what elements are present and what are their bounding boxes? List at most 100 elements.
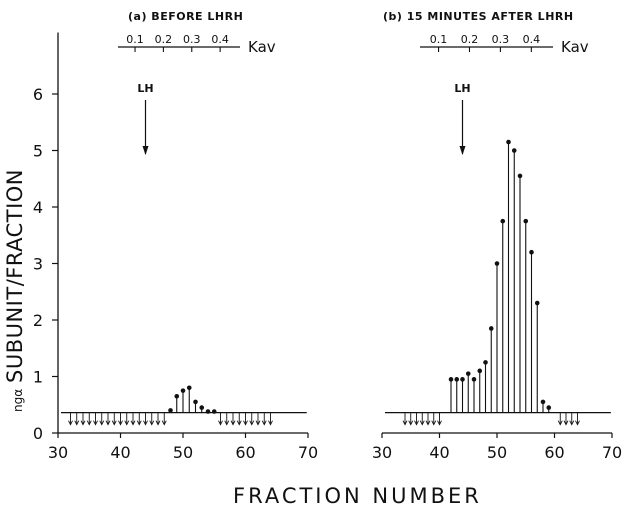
below-limit-arrowhead [86, 420, 92, 426]
data-point [494, 261, 500, 266]
kav-tick-label: 0.2 [155, 33, 173, 46]
lh-marker-arrowhead [142, 146, 149, 155]
data-point [540, 399, 546, 405]
below-limit-arrowhead [261, 420, 267, 426]
data-point [465, 371, 471, 376]
y-tick-label: 5 [33, 142, 43, 161]
below-limit-arrowhead [425, 420, 431, 426]
y-tick-label: 3 [33, 255, 43, 274]
kav-tick-label: 0.4 [211, 33, 229, 46]
y-axis-label: ngα SUBUNIT/FRACTION [3, 169, 27, 412]
below-limit-arrowhead [431, 420, 437, 426]
x-tick-label: 50 [173, 443, 193, 462]
below-limit-arrowhead [93, 420, 98, 426]
below-limit-arrowhead [419, 420, 425, 426]
below-limit-arrowhead [224, 420, 230, 426]
panel-before-lhrh: (a) BEFORE LHRH 30 40 50 60 70 LH 0.1 0.2 0.3 0.4… [48, 10, 318, 462]
data-point [523, 218, 529, 224]
below-limit-arrowhead [402, 420, 408, 426]
x-tick-label: 30 [48, 443, 68, 462]
below-limit-arrowhead [118, 420, 123, 426]
data-point [471, 377, 477, 382]
data-point [211, 409, 217, 414]
below-limit-arrowhead [569, 420, 575, 426]
panel-title: (b) 15 MINUTES AFTER LHRH [383, 10, 574, 23]
y-tick-label: 4 [33, 198, 43, 217]
lh-marker-arrowhead [459, 146, 466, 155]
x-tick-label: 30 [372, 443, 392, 462]
data-point [168, 408, 173, 413]
data-point [511, 148, 517, 153]
data-point [546, 405, 552, 410]
x-tick-label: 70 [602, 443, 622, 462]
x-tick-label: 40 [429, 443, 449, 462]
y-axis-label-prefix: ngα [11, 389, 25, 412]
below-limit-arrowhead [268, 420, 273, 426]
data-point [454, 377, 460, 382]
kav-tick-label: 0.4 [523, 33, 541, 46]
below-limit-arrowhead [408, 420, 414, 426]
below-limit-arrowhead [80, 420, 86, 426]
data-point [488, 326, 494, 331]
data-point [199, 405, 205, 410]
below-limit-arrowhead [563, 420, 569, 426]
below-limit-arrowhead [143, 420, 148, 426]
below-limit-arrowhead [243, 420, 248, 426]
below-limit-arrowhead [111, 420, 117, 426]
x-axis-label: FRACTION NUMBER [233, 484, 482, 508]
data-point [506, 139, 511, 145]
kav-tick-label: 0.3 [492, 33, 510, 46]
x-tick-label: 50 [487, 443, 507, 462]
data-point [500, 218, 506, 224]
below-limit-arrowhead [149, 420, 155, 426]
below-limit-arrowhead [218, 420, 223, 426]
below-limit-arrowhead [99, 420, 105, 426]
below-limit-arrowhead [437, 420, 442, 426]
x-tick-label: 60 [235, 443, 255, 462]
kav-axis-label: Kav [561, 38, 589, 56]
below-limit-arrowhead [236, 420, 242, 426]
data-point [477, 368, 483, 374]
below-limit-arrowhead [249, 420, 255, 426]
below-limit-arrowhead [105, 420, 111, 426]
data-point [205, 409, 211, 414]
data-point [529, 249, 534, 255]
lh-marker-label: LH [137, 82, 153, 95]
below-limit-arrowhead [136, 420, 142, 426]
below-limit-arrowhead [557, 420, 563, 426]
below-limit-arrowhead [575, 420, 580, 426]
below-limit-arrowhead [161, 420, 167, 426]
below-limit-arrowhead [74, 420, 80, 426]
below-limit-arrowhead [130, 420, 136, 426]
y-tick-label: 6 [33, 85, 43, 104]
kav-tick-label: 0.3 [183, 33, 201, 46]
data-point [483, 360, 488, 365]
kav-axis-label: Kav [248, 38, 276, 56]
kav-tick-label: 0.1 [126, 33, 144, 46]
y-axis: 0 1 2 3 4 5 6 [33, 32, 59, 443]
data-point [174, 393, 180, 399]
y-axis-label-main: SUBUNIT/FRACTION [3, 169, 27, 383]
below-limit-arrowhead [255, 420, 261, 426]
data-point [517, 173, 523, 179]
kav-tick-label: 0.1 [430, 33, 448, 46]
panel-title: (a) BEFORE LHRH [128, 10, 243, 23]
below-limit-arrowhead [155, 420, 161, 426]
data-point [448, 377, 454, 382]
data-point [460, 377, 465, 382]
data-point [193, 399, 198, 405]
x-tick-label: 70 [298, 443, 318, 462]
data-point [186, 385, 192, 391]
data-point [534, 300, 540, 306]
lh-marker-label: LH [454, 82, 470, 95]
x-tick-label: 60 [544, 443, 564, 462]
below-limit-arrowhead [230, 420, 236, 426]
data-point [180, 388, 186, 393]
x-tick-label: 40 [110, 443, 130, 462]
panel-after-lhrh: (b) 15 MINUTES AFTER LHRH 30 40 50 60 70 LH 0.… [372, 10, 622, 462]
y-tick-label: 0 [33, 424, 43, 443]
below-limit-arrowhead [414, 420, 419, 426]
kav-tick-label: 0.2 [461, 33, 479, 46]
below-limit-arrowhead [68, 420, 73, 426]
